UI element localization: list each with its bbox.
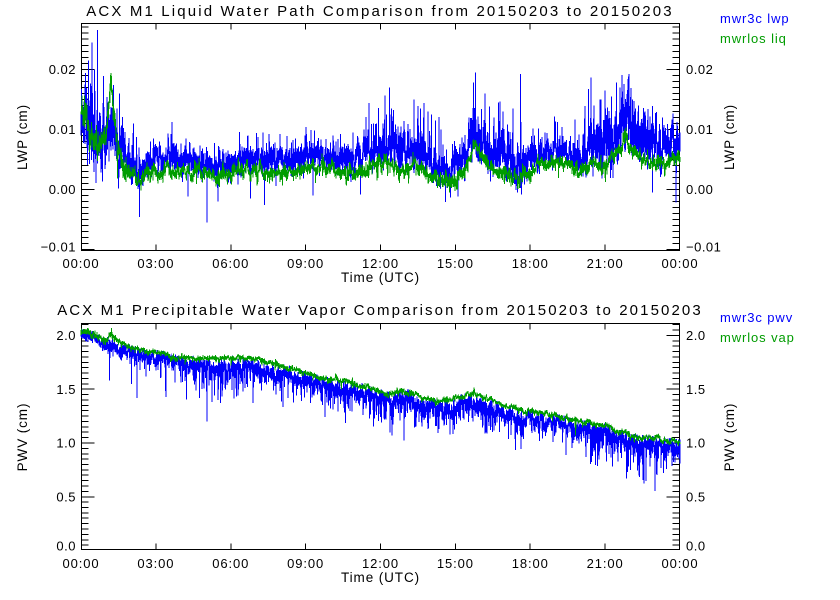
svg-text:06:00: 06:00	[212, 556, 249, 571]
svg-text:−0.01: −0.01	[41, 240, 76, 255]
svg-text:2.0: 2.0	[686, 328, 706, 343]
svg-text:03:00: 03:00	[137, 556, 174, 571]
svg-text:00:00: 00:00	[661, 556, 698, 571]
svg-text:18:00: 18:00	[512, 256, 549, 271]
svg-text:mwrlos vap: mwrlos vap	[720, 330, 795, 345]
svg-text:0.01: 0.01	[49, 122, 76, 137]
svg-text:mwr3c pwv: mwr3c pwv	[720, 310, 793, 325]
svg-text:0.5: 0.5	[56, 489, 76, 504]
svg-text:LWP (cm): LWP (cm)	[722, 104, 737, 170]
svg-text:06:00: 06:00	[212, 256, 249, 271]
svg-text:ACX M1 Liquid Water Path Compa: ACX M1 Liquid Water Path Comparison from…	[86, 3, 674, 20]
svg-text:12:00: 12:00	[362, 556, 399, 571]
svg-text:Time (UTC): Time (UTC)	[341, 270, 420, 285]
svg-text:mwrlos liq: mwrlos liq	[720, 31, 787, 46]
svg-text:0.5: 0.5	[686, 489, 706, 504]
svg-text:1.0: 1.0	[56, 436, 76, 451]
svg-text:0.00: 0.00	[49, 182, 76, 197]
svg-text:0.0: 0.0	[56, 539, 76, 554]
svg-text:21:00: 21:00	[587, 556, 624, 571]
svg-text:00:00: 00:00	[661, 256, 698, 271]
svg-text:0.00: 0.00	[686, 182, 713, 197]
svg-text:Time (UTC): Time (UTC)	[341, 570, 420, 585]
svg-text:PWV (cm): PWV (cm)	[15, 403, 30, 472]
svg-text:00:00: 00:00	[62, 256, 99, 271]
svg-text:15:00: 15:00	[437, 256, 474, 271]
svg-text:0.0: 0.0	[686, 539, 706, 554]
svg-text:09:00: 09:00	[287, 556, 324, 571]
svg-text:21:00: 21:00	[587, 256, 624, 271]
svg-text:−0.01: −0.01	[686, 240, 721, 255]
svg-text:09:00: 09:00	[287, 256, 324, 271]
svg-text:15:00: 15:00	[437, 556, 474, 571]
svg-text:03:00: 03:00	[137, 256, 174, 271]
svg-text:ACX M1 Precipitable Water Vapo: ACX M1 Precipitable Water Vapor Comparis…	[57, 302, 703, 319]
svg-text:12:00: 12:00	[362, 256, 399, 271]
svg-text:1.5: 1.5	[56, 382, 76, 397]
svg-text:18:00: 18:00	[512, 556, 549, 571]
svg-text:00:00: 00:00	[62, 556, 99, 571]
svg-text:0.02: 0.02	[686, 62, 713, 77]
svg-text:2.0: 2.0	[56, 328, 76, 343]
svg-text:LWP (cm): LWP (cm)	[15, 104, 30, 170]
svg-text:mwr3c lwp: mwr3c lwp	[720, 11, 790, 26]
svg-text:1.0: 1.0	[686, 436, 706, 451]
svg-text:PWV (cm): PWV (cm)	[722, 403, 737, 472]
svg-text:0.01: 0.01	[686, 122, 713, 137]
svg-text:1.5: 1.5	[686, 382, 706, 397]
svg-text:0.02: 0.02	[49, 62, 76, 77]
